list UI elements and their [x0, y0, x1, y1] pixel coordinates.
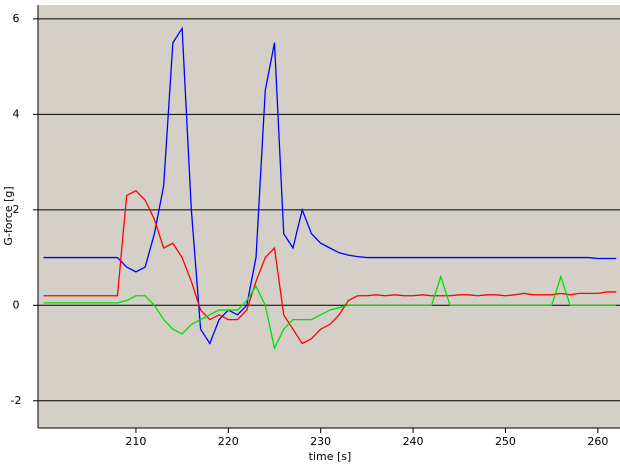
y-tick-label: -2	[11, 394, 22, 407]
series-line	[43, 189, 617, 345]
y-tick-label: 6	[13, 12, 20, 25]
series-line	[43, 26, 617, 345]
x-tick-label: 240	[403, 435, 424, 448]
x-tick-label: 210	[125, 435, 146, 448]
x-tick-label: 250	[495, 435, 516, 448]
series-line	[43, 274, 617, 351]
plot-area	[38, 5, 620, 428]
y-tick-label: 0	[13, 298, 20, 311]
x-tick-label: 230	[310, 435, 331, 448]
x-axis-label: time [s]	[309, 450, 352, 463]
x-tick-label: 260	[587, 435, 608, 448]
y-tick-label: 2	[13, 203, 20, 216]
y-axis-label: G-force [g]	[2, 186, 15, 245]
y-tick-label: 4	[13, 107, 20, 120]
x-tick-label: 220	[218, 435, 239, 448]
